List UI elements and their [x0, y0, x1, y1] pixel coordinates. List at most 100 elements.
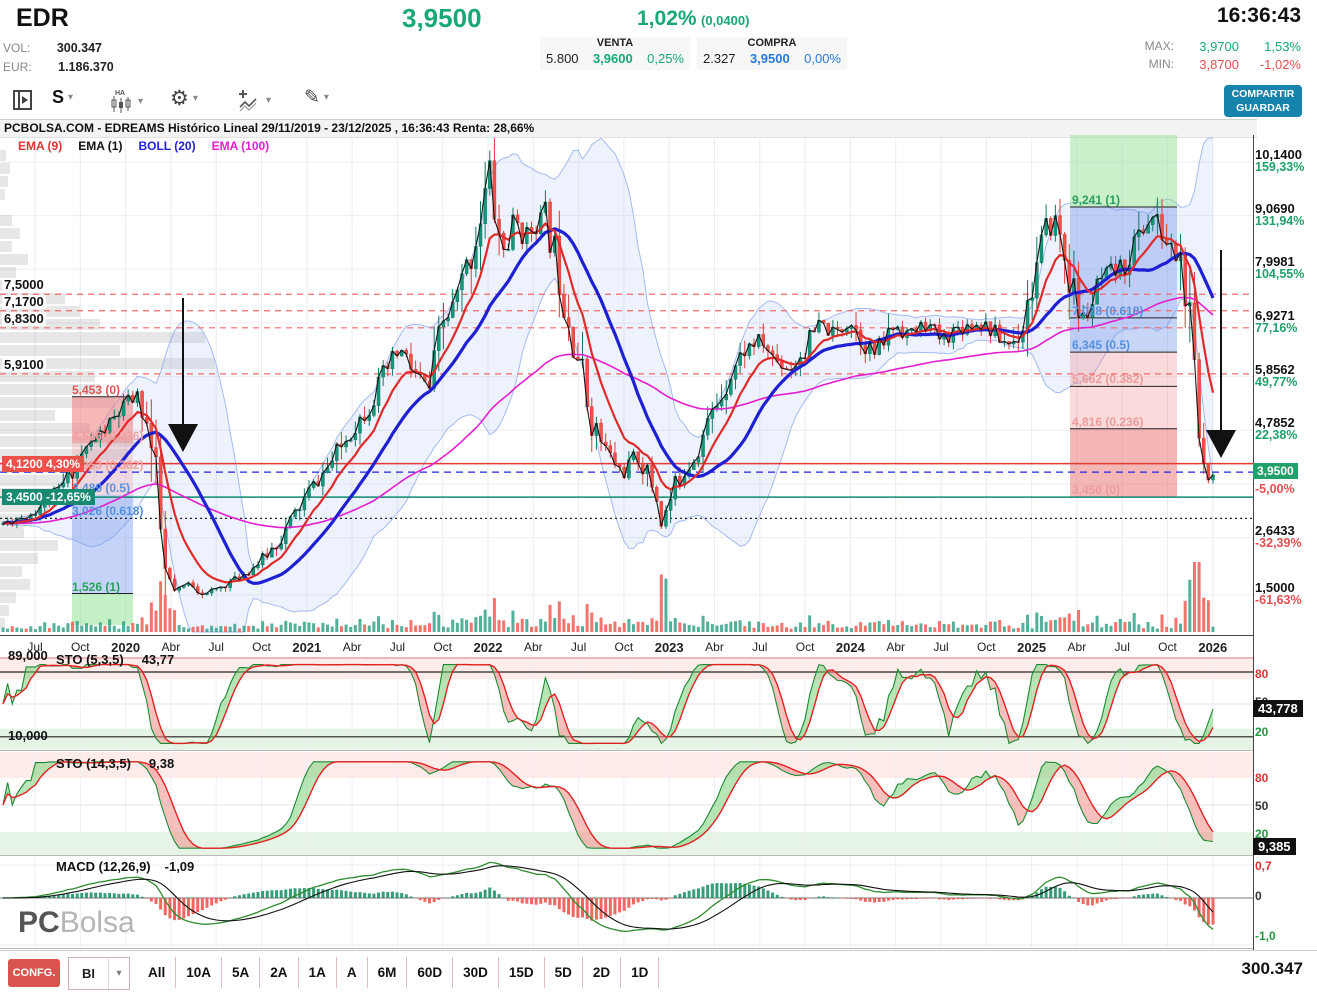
indicator-scale-label: 0	[1255, 889, 1262, 903]
macd-value: -1,09	[164, 859, 195, 874]
chevron-down-icon[interactable]: ▾	[323, 92, 329, 103]
compra-pct: 0,00%	[804, 51, 841, 66]
timeframe-selector[interactable]: S ▾	[52, 87, 73, 108]
x-axis-label: Jul	[570, 640, 587, 654]
sto1-panel[interactable]	[0, 657, 1253, 750]
x-axis-label: Abr	[342, 640, 362, 654]
x-axis-label: 2020	[111, 640, 141, 655]
x-axis-label: Oct	[976, 640, 996, 654]
range-button-30d[interactable]: 30D	[453, 957, 499, 988]
max-row: MAX: 3,9700 1,53% MIN: 3,8700 -1,02%	[1136, 39, 1301, 72]
sto1-badge: 43,778	[1253, 700, 1303, 717]
x-axis-label: Jul	[752, 640, 768, 654]
chart-title: PCBOLSA.COM - EDREAMS Histórico Lineal 2…	[0, 119, 1257, 138]
chevron-down-icon[interactable]: ▾	[138, 95, 144, 107]
range-button-5a[interactable]: 5A	[222, 957, 261, 988]
price-tick: 9,0690	[1255, 200, 1295, 216]
macd-panel[interactable]	[0, 857, 1253, 948]
config-button[interactable]: CONFG.	[8, 959, 60, 987]
x-axis: Jul Oct 2020 Abr Jul Oct 2021 Abr Jul Oct 2022 Abr J…	[0, 635, 1253, 658]
chevron-down-icon[interactable]: ▾	[192, 93, 198, 104]
venta-qty: 5.800	[546, 51, 579, 66]
draw-tool-button[interactable]: ✎ ▾	[304, 86, 329, 109]
chevron-down-icon[interactable]: ▾	[266, 94, 272, 106]
x-axis-label: Oct	[433, 640, 453, 654]
price-tick: 1,5000	[1255, 579, 1295, 595]
legend-item-0: EMA (9)	[18, 139, 63, 153]
compra-title: COMPRA	[747, 37, 797, 49]
venta-price: 3,9600	[592, 51, 633, 66]
x-axis-label: Oct	[614, 640, 634, 654]
pencil-icon: ✎	[304, 87, 320, 108]
indicator-scale-label: -1,0	[1255, 929, 1276, 943]
min-pct: -1,02%	[1259, 57, 1301, 72]
price-tick-pct: 49,77%	[1255, 374, 1298, 389]
main-chart-canvas[interactable]	[0, 135, 1253, 635]
eur-label: EUR:	[3, 60, 32, 74]
save-label: GUARDAR	[1236, 102, 1290, 114]
indicator-scale-label: 80	[1255, 667, 1269, 681]
chevron-down-icon[interactable]: ▾	[108, 958, 129, 989]
range-button-all[interactable]: All	[138, 957, 177, 988]
change-absolute: (0,0400)	[701, 13, 750, 28]
x-axis-label: Jul	[27, 640, 43, 654]
min-price: 3,8700	[1199, 57, 1239, 72]
sto1-label: STO (5,3,5) 43,77	[56, 652, 175, 667]
range-button-60d[interactable]: 60D	[407, 957, 454, 988]
price-tick: 4,7852	[1255, 415, 1295, 431]
range-button-a[interactable]: A	[337, 957, 368, 988]
range-button-2a[interactable]: 2A	[260, 957, 299, 988]
venta-box: VENTA 5.800 3,9600 0,25%	[540, 37, 690, 70]
price-tick-pct: 22,38%	[1255, 428, 1298, 443]
indicator-scale-label: 0,7	[1255, 859, 1272, 873]
sto2-badge: 9,385	[1253, 838, 1296, 855]
x-axis-label: Jul	[208, 640, 224, 654]
sto1-upper-level: 89,000	[8, 648, 48, 663]
venta-pct: 0,25%	[647, 51, 684, 66]
share-label: COMPARTIR	[1231, 88, 1295, 100]
range-button-6m[interactable]: 6M	[368, 957, 408, 988]
compra-qty: 2.327	[703, 51, 736, 66]
compra-price: 3,9500	[749, 51, 790, 66]
price-tick-pct: 104,55%	[1255, 267, 1305, 282]
volume-counter: 300.347	[1241, 959, 1303, 978]
chart-type-selector[interactable]: HA ▾	[108, 88, 143, 114]
legend-item-3: EMA (100)	[211, 139, 270, 153]
clock: 16:36:43	[1216, 4, 1301, 27]
x-axis-label: 2022	[473, 640, 503, 655]
range-button-15d[interactable]: 15D	[499, 957, 545, 988]
range-button-5d[interactable]: 5D	[545, 957, 583, 988]
price-tick-pct: 77,16%	[1255, 320, 1298, 335]
sto1-lower-level: 10,000	[8, 728, 48, 743]
x-axis-label: Oct	[795, 640, 815, 654]
candle-icon-text: HA	[115, 90, 125, 97]
price-tick: 5,8562	[1255, 361, 1295, 377]
interval-select[interactable]: BI ▾	[68, 957, 130, 990]
eur-row: EUR: 1.186.370	[3, 58, 114, 76]
share-save-button[interactable]: COMPARTIR GUARDAR	[1224, 85, 1302, 117]
x-axis-label: 2026	[1198, 640, 1228, 655]
panel-toggle-icon[interactable]	[12, 88, 36, 112]
range-button-2d[interactable]: 2D	[583, 957, 622, 988]
range-buttons: All 10A 5A 2A 1A A 6M 60D 30D 15D 5D 2D 1D	[138, 957, 660, 988]
chevron-down-icon[interactable]: ▾	[68, 92, 74, 103]
sto1-value: 43,77	[141, 652, 175, 667]
x-axis-label: 2024	[835, 640, 865, 655]
settings-button[interactable]: ⚙ ▾	[170, 86, 198, 111]
vol-label: VOL:	[3, 41, 31, 55]
price-tick-pct: -5,00%	[1255, 481, 1295, 496]
gear-icon: ⚙	[170, 87, 189, 110]
compra-box: COMPRA 2.327 3,9500 0,00%	[697, 37, 847, 70]
range-button-10a[interactable]: 10A	[176, 957, 223, 988]
max-label: MAX:	[1144, 39, 1174, 53]
x-axis-label: Abr	[161, 640, 181, 654]
chart-legend: EMA (9) EMA (1) BOLL (20) EMA (100)	[18, 139, 269, 153]
range-button-1a[interactable]: 1A	[299, 957, 337, 988]
sto2-panel[interactable]	[0, 752, 1253, 855]
price-tick: 10,1400	[1255, 146, 1302, 162]
main-chart[interactable]: 7,5000 7,1700 6,8300 5,9100 5,453 (0) 4,526 (…	[0, 135, 1253, 635]
add-indicator-button[interactable]: ▾	[238, 88, 271, 112]
price-tick-pct: -61,63%	[1255, 592, 1302, 607]
range-button-1d[interactable]: 1D	[621, 957, 660, 988]
